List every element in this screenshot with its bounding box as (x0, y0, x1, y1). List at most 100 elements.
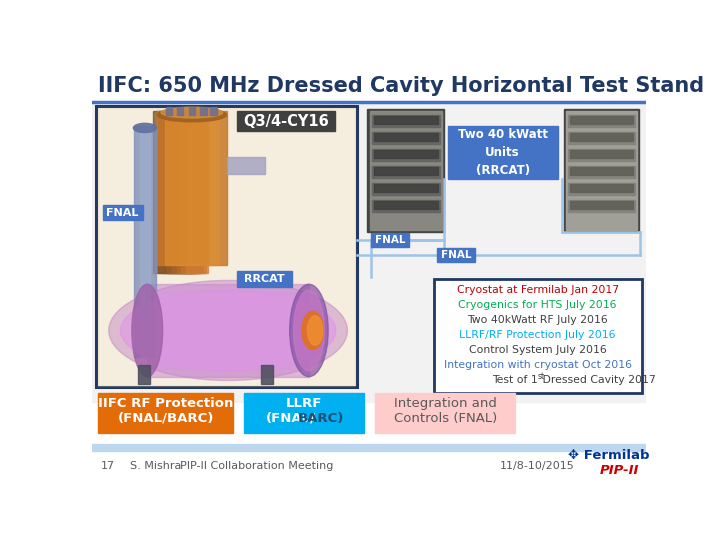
Bar (568, 115, 634, 127)
Text: Integration and: Integration and (394, 397, 497, 410)
Bar (176, 111, 204, 273)
Bar (98, 393, 233, 433)
Text: Controls (FNAL): Controls (FNAL) (394, 411, 497, 425)
Text: FNAL: FNAL (107, 208, 139, 218)
Bar (210, 107, 217, 115)
Text: BARC): BARC) (298, 411, 344, 425)
Text: IIFC: 650 MHz Dressed Cavity Horizontal Test Stand: IIFC: 650 MHz Dressed Cavity Horizontal … (98, 76, 704, 96)
Bar (568, 166, 634, 178)
Bar (92, 451, 647, 481)
Bar (374, 150, 438, 158)
Text: (FNAL/BARC): (FNAL/BARC) (117, 411, 214, 425)
Text: Q3/4-CY16: Q3/4-CY16 (243, 113, 329, 129)
Bar (433, 279, 642, 393)
Text: FNAL: FNAL (374, 234, 405, 245)
Ellipse shape (289, 284, 328, 377)
Bar (155, 292, 301, 369)
Bar (96, 106, 356, 387)
Bar (134, 126, 156, 357)
Text: PIP-II Collaboration Meeting: PIP-II Collaboration Meeting (180, 461, 334, 471)
Bar (374, 117, 438, 124)
Bar (570, 150, 633, 158)
Text: S. Mishra: S. Mishra (130, 461, 181, 471)
Text: st: st (538, 372, 545, 381)
Bar (92, 102, 647, 402)
Bar (566, 111, 637, 230)
Text: 17: 17 (101, 461, 115, 471)
Bar (166, 107, 172, 115)
Bar (92, 444, 647, 451)
Bar (374, 184, 438, 192)
Text: (FNAL/: (FNAL/ (266, 411, 315, 425)
Bar (371, 233, 409, 247)
Text: ✥ Fermilab: ✥ Fermilab (567, 449, 649, 462)
Bar (200, 107, 207, 115)
Bar (138, 365, 150, 384)
Text: 11/8-10/2015: 11/8-10/2015 (500, 461, 575, 471)
Bar (165, 111, 219, 265)
Text: LLRF/RF Protection July 2016: LLRF/RF Protection July 2016 (459, 330, 616, 340)
Bar (372, 166, 440, 178)
Bar (186, 111, 208, 273)
Bar (102, 205, 143, 220)
Bar (158, 111, 194, 273)
Bar (568, 148, 634, 161)
Ellipse shape (294, 290, 324, 371)
Bar (237, 111, 335, 131)
Bar (375, 393, 516, 433)
Ellipse shape (157, 108, 227, 122)
Bar (372, 115, 440, 127)
Text: Cryogenics for HTS July 2016: Cryogenics for HTS July 2016 (459, 300, 617, 309)
Text: Integration with cryostat Oct 2016: Integration with cryostat Oct 2016 (444, 360, 631, 370)
Ellipse shape (120, 290, 336, 371)
Bar (570, 184, 633, 192)
Bar (568, 132, 634, 144)
Ellipse shape (307, 316, 323, 345)
Bar (372, 200, 440, 212)
Bar (189, 107, 195, 115)
Bar (570, 201, 633, 209)
Text: IIFC RF Protection: IIFC RF Protection (98, 397, 233, 410)
Text: Control System July 2016: Control System July 2016 (469, 345, 606, 355)
Ellipse shape (133, 123, 156, 132)
Bar (570, 133, 633, 141)
Text: Two 40kWatt RF July 2016: Two 40kWatt RF July 2016 (467, 315, 608, 325)
Text: RRCAT: RRCAT (244, 274, 284, 284)
Bar (167, 111, 199, 273)
Bar (570, 117, 633, 124)
Bar (157, 111, 227, 265)
Bar (261, 365, 273, 384)
Ellipse shape (132, 284, 163, 377)
Bar (367, 109, 444, 232)
Bar (372, 132, 440, 144)
Bar (372, 183, 440, 195)
Text: PIP-II: PIP-II (600, 464, 639, 477)
Bar (564, 109, 639, 232)
Bar (374, 167, 438, 175)
Ellipse shape (302, 311, 323, 350)
Ellipse shape (161, 107, 222, 118)
Bar (172, 111, 201, 273)
Ellipse shape (109, 280, 348, 381)
Bar (437, 248, 475, 262)
Bar (98, 108, 355, 386)
Bar (372, 148, 440, 161)
Text: FNAL: FNAL (441, 250, 472, 260)
Bar (568, 183, 634, 195)
Bar (148, 284, 309, 377)
Bar (568, 200, 634, 212)
Bar (237, 271, 292, 287)
Bar (181, 111, 206, 273)
Text: LLRF: LLRF (286, 397, 323, 410)
Bar (153, 111, 192, 273)
Bar (374, 133, 438, 141)
Text: Test of 1: Test of 1 (492, 375, 538, 384)
Bar (177, 107, 184, 115)
Text: Dressed Cavity 2017: Dressed Cavity 2017 (539, 375, 656, 384)
Bar (163, 111, 197, 273)
Bar (370, 111, 442, 230)
Text: Two 40 kWatt
Units
(RRCAT): Two 40 kWatt Units (RRCAT) (458, 128, 548, 177)
Text: Cryostat at Fermilab Jan 2017: Cryostat at Fermilab Jan 2017 (456, 285, 618, 295)
Bar (227, 157, 265, 174)
Bar (448, 126, 558, 179)
